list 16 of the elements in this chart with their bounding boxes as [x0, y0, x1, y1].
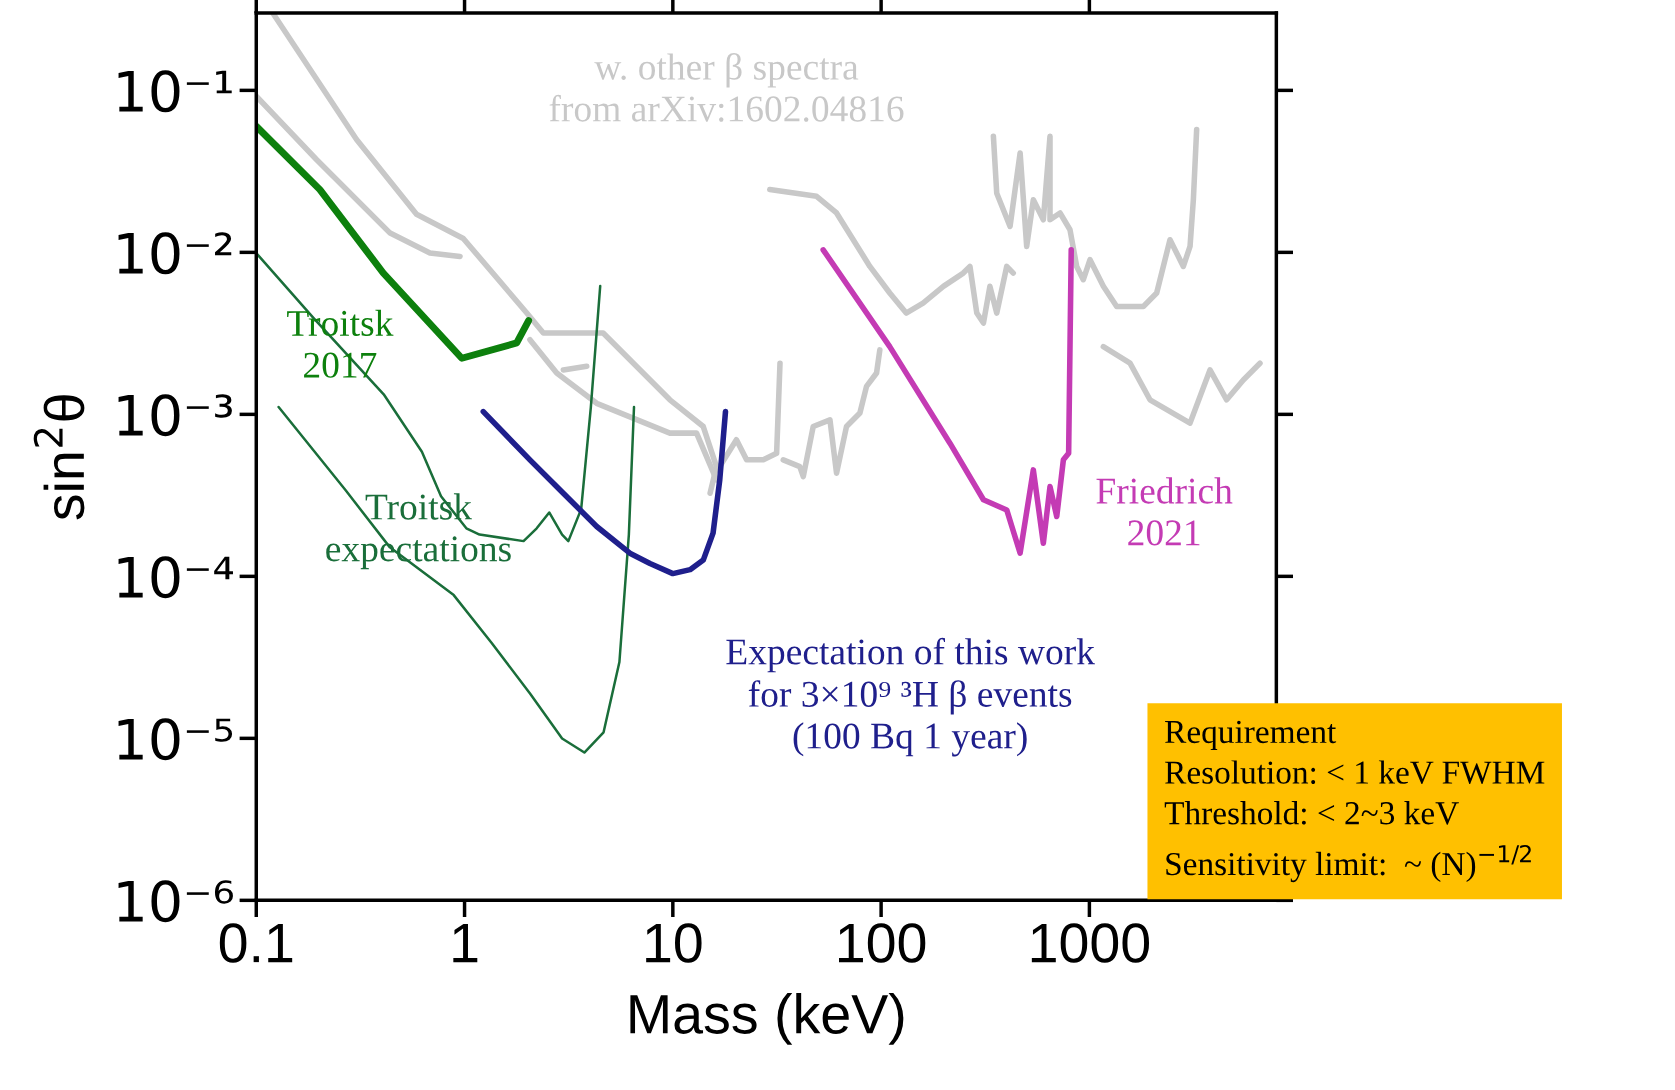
y-tick-label: 10⁻⁵ — [118, 718, 233, 761]
y-tick-label: 10⁻⁴ — [118, 556, 233, 599]
x-tick-label: 100 — [839, 923, 926, 963]
y-tick-label: 10⁻² — [118, 232, 232, 275]
y-axis-title: sin$^{2}$θ — [33, 395, 85, 520]
series-label: Friedrich 2021 — [1096, 477, 1233, 546]
y-tick-label: 10⁻³ — [118, 394, 232, 437]
x-axis-title: Mass (keV) — [630, 993, 904, 1045]
annotation: Requirement Resolution: < 1 keV FWHM Threshold: < 2~3 keV Sensitivity limit: ~ (N)$^{−1/2}$ — [1164, 720, 1545, 883]
text: Expectation of this work for 3×10⁹ ³H β events (100 Bq 1 year) — [726, 637, 1095, 757]
x-tick-label: 10 — [646, 923, 702, 963]
x-tick-label: 1000 — [1031, 923, 1150, 963]
x-tick-label: 0.1 — [219, 923, 293, 963]
y-tick-label: 10⁻¹ — [118, 70, 232, 113]
x-tick-label: 1 — [453, 923, 478, 963]
y-tick-label: 10⁻⁶ — [118, 880, 233, 923]
